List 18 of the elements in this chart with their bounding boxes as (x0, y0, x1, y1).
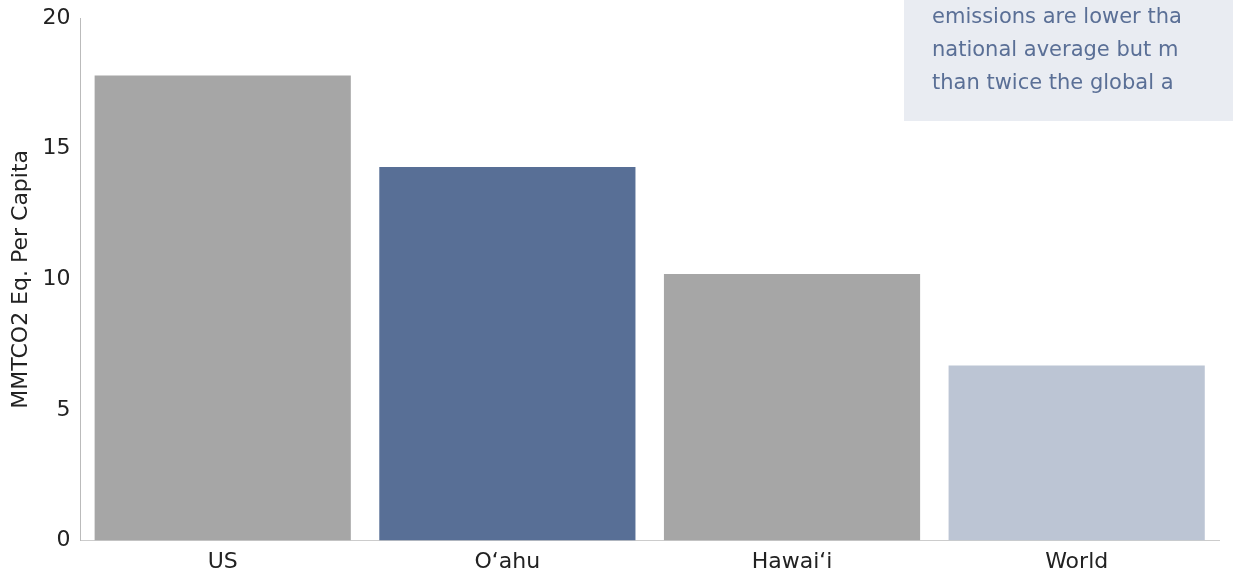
y-tick-label: 0 (56, 526, 71, 552)
bar (948, 365, 1205, 541)
bar (94, 75, 351, 541)
x-tick-label: US (207, 547, 238, 573)
y-tick-label: 5 (56, 395, 71, 421)
x-tick-label: Hawai‘i (751, 547, 833, 573)
bar (379, 166, 636, 541)
annotation: emissions are lower tha (932, 3, 1183, 30)
x-tick-label: World (1045, 547, 1109, 573)
y-tick-label: 20 (42, 3, 71, 29)
annotation: national average but m (932, 36, 1180, 63)
y-tick-label: 15 (42, 134, 71, 160)
y-axis-title: MMTCO2 Eq. Per Capita (6, 149, 32, 409)
annotation: than twice the global a (932, 69, 1175, 96)
bar (663, 274, 921, 541)
x-tick-label: O‘ahu (474, 547, 541, 573)
y-tick-label: 10 (42, 265, 71, 291)
callout-box: emissions are lower tha national average but m than twice the global a (904, 0, 1233, 121)
